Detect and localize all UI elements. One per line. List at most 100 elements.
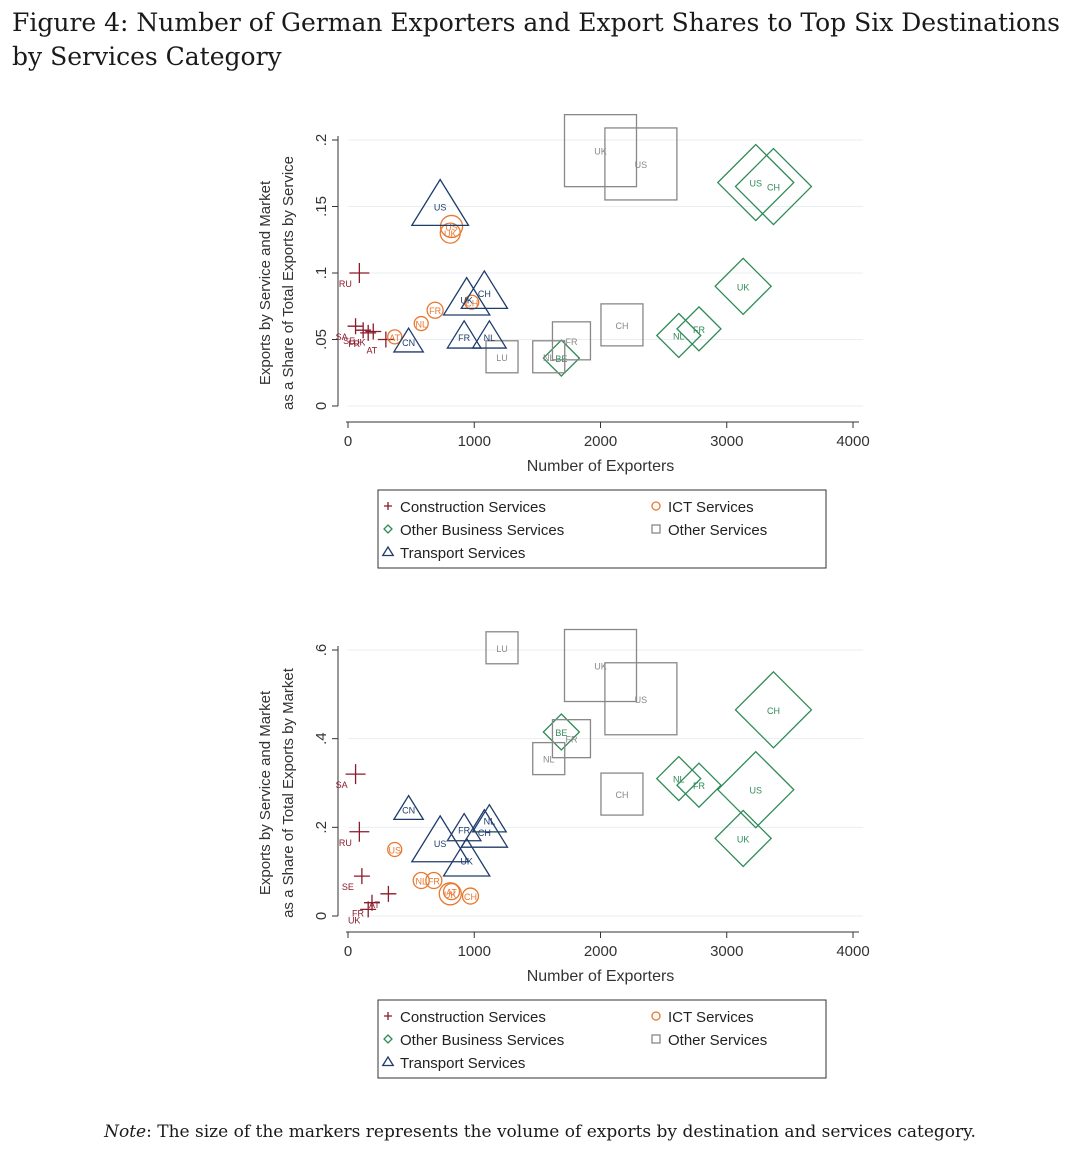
data-point <box>347 318 364 335</box>
data-point-label: US <box>750 786 763 796</box>
data-point-label: AT <box>389 333 400 343</box>
y-tick-label: .05 <box>313 329 330 350</box>
data-point-label: FR <box>458 826 470 836</box>
data-point <box>604 662 678 736</box>
data-point-label: UK <box>353 338 366 348</box>
data-point-label: FR <box>693 781 705 791</box>
x-tick-label: 2000 <box>584 943 617 960</box>
x-tick-label: 4000 <box>836 943 869 960</box>
data-point <box>532 340 566 374</box>
data-point <box>413 315 429 332</box>
data-point-label: NL <box>415 320 427 330</box>
data-point-label: CH <box>465 298 478 308</box>
data-point <box>410 178 470 227</box>
data-point-label: UK <box>737 834 750 844</box>
series-other_services: LU UK US FR NL CH <box>485 628 678 816</box>
data-point-label: UK <box>594 662 607 672</box>
data-point <box>563 628 638 703</box>
data-point-label: UK <box>594 147 607 157</box>
y-axis-title-line2: as a Share of Total Exports by Service <box>280 156 297 410</box>
legend-label-construction: Construction Services <box>400 1009 546 1026</box>
y-tick-label: .15 <box>313 196 330 217</box>
data-point <box>461 887 480 905</box>
data-point-label: FR <box>565 735 577 745</box>
data-point <box>353 868 370 885</box>
data-point <box>542 713 581 751</box>
data-point-label: FR <box>352 909 364 919</box>
data-point-label: NL <box>543 755 555 765</box>
x-tick-label: 2000 <box>584 433 617 450</box>
data-point <box>439 214 464 239</box>
y-tick-label: .6 <box>313 644 330 657</box>
data-point-label: CH <box>478 289 491 299</box>
legend-box <box>377 999 827 1079</box>
data-point <box>716 750 795 829</box>
data-point-label: RU <box>339 838 352 848</box>
y-axis-title-line1: Exports by Service and Market <box>257 180 274 385</box>
data-point-label: US <box>635 695 648 705</box>
data-point <box>380 885 397 902</box>
y-tick-label: .2 <box>313 134 330 147</box>
data-point <box>714 809 773 868</box>
x-tick-label: 1000 <box>458 433 491 450</box>
x-tick-label: 0 <box>344 433 352 450</box>
data-point-label: BE <box>555 354 567 364</box>
data-point-label: AT <box>366 346 377 356</box>
y-tick-label: 0 <box>313 912 330 920</box>
data-point-label: UK <box>460 296 473 306</box>
data-point <box>387 841 403 858</box>
data-point <box>360 901 377 918</box>
data-point <box>471 319 508 349</box>
data-point <box>438 882 462 906</box>
data-point-label: UK <box>737 282 750 292</box>
data-point <box>714 257 773 316</box>
x-tick-label: 4000 <box>836 433 869 450</box>
figure-note: Note: The size of the markers represents… <box>0 1122 1080 1142</box>
data-point <box>676 762 722 809</box>
data-point-label: AT <box>446 888 457 898</box>
data-point <box>412 871 430 890</box>
y-tick-label: .1 <box>313 267 330 280</box>
legend-label-other_business: Other Business Services <box>400 522 564 539</box>
data-point <box>425 871 443 890</box>
data-point-label: BE <box>555 728 567 738</box>
chart-share-by-market: 0 .2 .4 .6 0 1000 2000 3000 4000 Number of Export… <box>257 628 870 1079</box>
data-point-label: LU <box>496 644 508 654</box>
data-point <box>377 331 394 348</box>
data-point <box>410 814 470 863</box>
data-point <box>442 276 491 316</box>
data-point <box>471 803 508 833</box>
data-point <box>460 269 509 310</box>
data-point-label: US <box>750 179 763 189</box>
figure-caption-prefix: Figure 4: <box>12 8 129 37</box>
data-point <box>542 339 581 378</box>
data-point <box>439 222 461 244</box>
data-point-label: LU <box>496 353 508 363</box>
legend-label-construction: Construction Services <box>400 499 546 516</box>
data-point <box>426 301 444 319</box>
data-point <box>392 326 425 353</box>
data-point <box>392 794 425 821</box>
series-other_business: BE CH US UK NL FR <box>542 670 813 868</box>
data-point-label: FR <box>429 306 441 316</box>
data-point <box>551 719 592 759</box>
data-point-label: FR <box>428 877 440 887</box>
legend-label-ict: ICT Services <box>668 499 754 516</box>
x-axis-title: Number of Exporters <box>527 968 675 985</box>
data-point-label: US <box>434 839 447 849</box>
data-point <box>604 127 678 201</box>
data-point <box>655 755 702 802</box>
data-point-label: CH <box>615 321 628 331</box>
data-point <box>734 147 813 226</box>
data-point <box>716 143 795 222</box>
data-point <box>446 319 483 349</box>
data-point-label: CH <box>478 828 491 838</box>
data-point-label: CH <box>464 892 477 902</box>
legend-label-transport: Transport Services <box>400 1055 525 1072</box>
data-point-label: UK <box>348 915 361 925</box>
